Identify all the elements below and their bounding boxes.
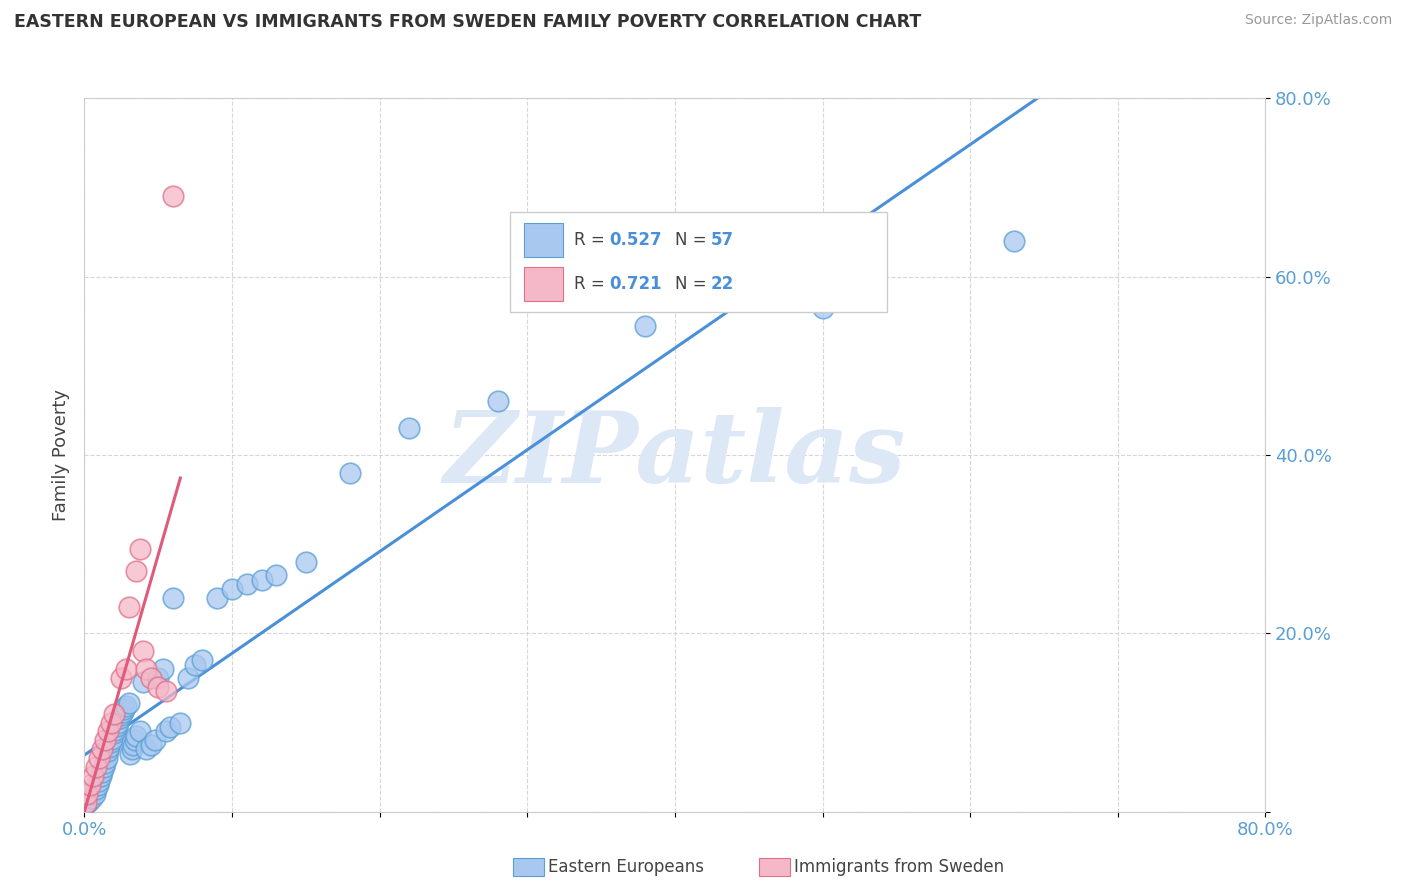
Point [94,756,117,770]
Point [124,733,146,747]
Point [110,671,132,685]
Point [76,796,98,810]
Point [129,541,152,556]
Text: N =: N = [675,276,713,293]
Point [148,671,170,685]
Point [97,724,120,739]
Point [94,733,117,747]
Point [155,724,177,739]
Text: EASTERN EUROPEAN VS IMMIGRANTS FROM SWEDEN FAMILY POVERTY CORRELATION CHART: EASTERN EUROPEAN VS IMMIGRANTS FROM SWED… [14,13,921,31]
Point [811,301,834,315]
Point [114,662,136,676]
Point [264,568,288,582]
Point [135,742,157,756]
Point [75,796,97,810]
Point [235,577,259,591]
Point [108,711,131,725]
Text: 0.721: 0.721 [609,276,662,293]
Point [135,662,157,676]
Point [104,723,127,737]
Point [112,702,135,716]
Point [105,719,128,733]
Point [143,733,166,747]
Point [221,582,243,596]
Text: Source: ZipAtlas.com: Source: ZipAtlas.com [1244,13,1392,28]
Point [84,782,107,797]
Point [107,715,129,730]
Text: Immigrants from Sweden: Immigrants from Sweden [794,858,1004,876]
Point [114,699,136,714]
Point [97,744,120,758]
Point [91,764,114,779]
Point [84,760,107,774]
Point [93,760,115,774]
Point [110,708,132,723]
Point [79,778,101,792]
Point [100,735,122,749]
Point [132,675,155,690]
Point [118,696,141,710]
Point [76,787,98,801]
Point [100,715,122,730]
Point [125,564,148,578]
Point [120,747,142,761]
Point [82,769,104,783]
Text: ZIPatlas: ZIPatlas [444,407,905,503]
Text: 22: 22 [710,276,734,293]
Point [122,738,145,752]
Point [87,751,111,765]
Point [77,794,100,808]
Point [91,742,114,756]
Point [86,778,108,792]
Point [87,773,111,788]
Point [101,731,124,746]
Point [90,769,112,783]
Point [177,671,200,685]
Point [139,738,162,752]
Point [152,662,174,676]
Point [118,599,141,614]
Point [339,466,361,480]
Point [398,421,420,435]
Point [83,787,105,801]
Point [184,657,207,672]
Point [1004,234,1026,248]
Point [125,729,148,743]
Text: R =: R = [574,276,610,293]
Point [486,394,509,409]
Point [159,720,181,734]
Point [80,791,103,805]
Text: 57: 57 [710,231,734,249]
Point [205,591,228,605]
Point [169,715,191,730]
Point [250,573,273,587]
Point [162,189,184,203]
Point [132,644,155,658]
Point [96,751,118,765]
Point [129,724,152,739]
Point [103,706,125,721]
Text: 0.527: 0.527 [609,231,662,249]
Point [98,740,121,755]
Text: R =: R = [574,231,610,249]
Point [121,742,143,756]
Text: Eastern Europeans: Eastern Europeans [548,858,704,876]
Point [162,591,184,605]
Point [634,318,657,333]
Point [139,671,162,685]
Point [155,684,177,698]
Text: N =: N = [675,231,713,249]
Y-axis label: Family Poverty: Family Poverty [52,389,70,521]
Point [103,726,125,740]
Point [295,555,318,569]
Point [111,705,134,719]
Point [148,680,170,694]
Point [191,653,214,667]
